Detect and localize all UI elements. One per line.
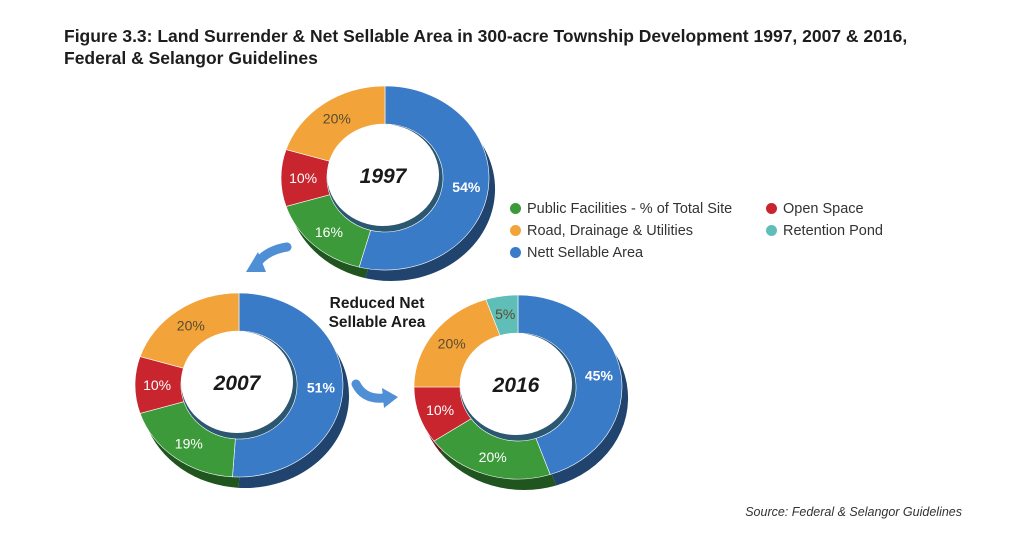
legend-label-open_space: Open Space bbox=[783, 201, 864, 217]
donut-2007-label-road_drainage: 20% bbox=[177, 317, 205, 333]
annotation-line-1: Reduced Net bbox=[329, 295, 425, 312]
donut-2016-label-retention_pond: 5% bbox=[495, 306, 515, 322]
donut-1997-slice-nett_sellable bbox=[358, 85, 490, 271]
legend-item-public_facilities: Public Facilities - % of Total Site bbox=[510, 199, 732, 219]
donut-2007-label-public_facilities: 19% bbox=[175, 435, 203, 451]
arrow-2007-to-2016 bbox=[351, 379, 398, 408]
donut-1997-label-public_facilities: 16% bbox=[315, 224, 343, 240]
source-note: Source: Federal & Selangor Guidelines bbox=[745, 505, 962, 519]
legend-label-nett_sellable: Nett Sellable Area bbox=[527, 245, 644, 261]
cycle-arrows bbox=[246, 242, 398, 408]
donut-chart-2016: 45% 20% 10% 20% 5% 2016 bbox=[413, 294, 629, 491]
donut-2016-slice-nett_sellable bbox=[517, 294, 623, 475]
legend-swatch-nett_sellable bbox=[510, 246, 521, 258]
donut-2007-label-open_space: 10% bbox=[143, 377, 171, 393]
donut-2007-slice-nett_sellable bbox=[232, 292, 344, 478]
donut-chart-2007: 51% 19% 10% 20% 2007 bbox=[134, 292, 350, 488]
donut-1997-label-nett_sellable: 54% bbox=[452, 179, 481, 195]
legend-swatch-road_drainage bbox=[510, 224, 521, 236]
donut-charts: 54% 16% 10% 20% 1997 51% 19% 10% 20% 2007 45% 20% 10… bbox=[134, 85, 629, 491]
donut-1997-label-open_space: 10% bbox=[289, 170, 317, 186]
donut-chart-1997: 54% 16% 10% 20% 1997 bbox=[280, 85, 496, 281]
donut-2016-label-public_facilities: 20% bbox=[479, 449, 507, 465]
donut-2007-hole bbox=[181, 331, 293, 433]
reduced-area-annotation: Reduced Net Sellable Area bbox=[312, 294, 442, 332]
legend-swatch-open_space bbox=[766, 202, 777, 214]
donut-2016-label-open_space: 10% bbox=[426, 402, 454, 418]
legend-label-retention_pond: Retention Pond bbox=[783, 223, 883, 239]
legend-swatch-public_facilities bbox=[510, 202, 521, 214]
arrow-1997-to-2007 bbox=[246, 242, 292, 272]
legend-swatch-retention_pond bbox=[766, 224, 777, 236]
legend-label-public_facilities: Public Facilities - % of Total Site bbox=[527, 201, 733, 217]
donut-2007-center-label: 2007 bbox=[213, 372, 262, 395]
chart-title-line-1: Figure 3.3: Land Surrender & Net Sellabl… bbox=[64, 26, 908, 46]
donut-2016-label-nett_sellable: 45% bbox=[585, 368, 614, 384]
donut-1997-center-label: 1997 bbox=[360, 165, 408, 188]
donut-2016-center-label: 2016 bbox=[492, 374, 540, 397]
donut-1997-hole bbox=[327, 124, 439, 226]
legend-item-open_space: Open Space bbox=[766, 199, 864, 219]
donut-2007-label-nett_sellable: 51% bbox=[307, 379, 336, 395]
chart-title: Figure 3.3: Land Surrender & Net Sellabl… bbox=[64, 25, 1004, 69]
legend-item-nett_sellable: Nett Sellable Area bbox=[510, 243, 643, 263]
donut-2016-label-road_drainage: 20% bbox=[438, 336, 466, 352]
legend-item-retention_pond: Retention Pond bbox=[766, 221, 883, 241]
donut-1997-label-road_drainage: 20% bbox=[323, 110, 351, 126]
legend-label-road_drainage: Road, Drainage & Utilities bbox=[527, 223, 694, 239]
legend-item-road_drainage: Road, Drainage & Utilities bbox=[510, 221, 693, 241]
donut-2016-hole bbox=[460, 333, 572, 435]
chart-title-line-2: Federal & Selangor Guidelines bbox=[64, 48, 318, 68]
annotation-line-2: Sellable Area bbox=[328, 314, 426, 331]
